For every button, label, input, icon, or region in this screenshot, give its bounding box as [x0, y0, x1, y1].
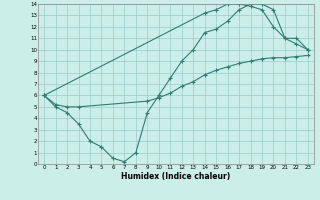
X-axis label: Humidex (Indice chaleur): Humidex (Indice chaleur): [121, 172, 231, 181]
